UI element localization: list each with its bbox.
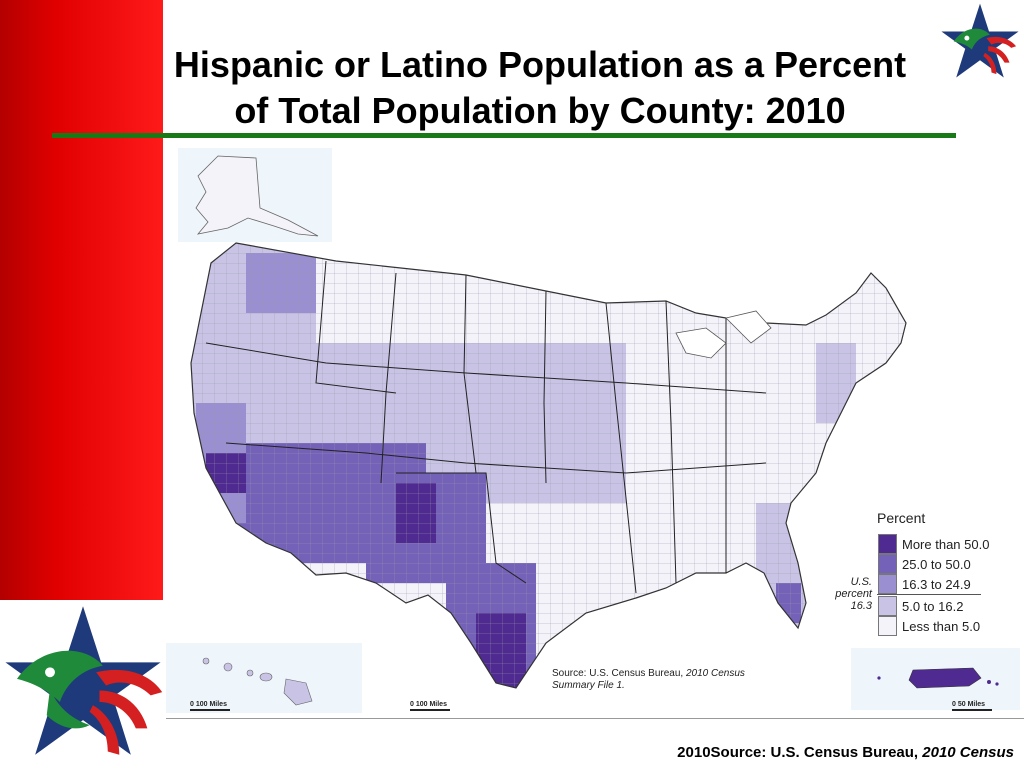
map-source-italic: 2010 Census [685, 668, 745, 679]
legend-label: 5.0 to 16.2 [902, 599, 964, 614]
us-percent-line1: U.S. [850, 576, 872, 588]
scale-pr-label: 0 50 Miles [952, 701, 986, 708]
footer-italic: 2010 Census [922, 744, 1014, 761]
legend-item: 5.0 to 16.2 [877, 596, 1002, 617]
scale-bar-mainland: 0 100 Miles [410, 701, 450, 711]
legend-label: 16.3 to 24.9 [902, 577, 971, 592]
map-source-italic-2: Summary File 1. [552, 680, 625, 691]
legend-swatch [878, 616, 897, 636]
title-underline [52, 133, 956, 138]
state-boundaries [205, 260, 767, 594]
legend-item: 16.3 to 24.9 [877, 574, 1002, 595]
map-source-prefix: Source: U.S. Census Bureau, [552, 668, 686, 679]
map-source-note: Source: U.S. Census Bureau, 2010 Census … [552, 668, 812, 692]
legend-swatch [878, 574, 897, 594]
alaska-inset [178, 148, 332, 242]
legend-label: Less than 5.0 [902, 619, 981, 634]
legend-label: More than 50.0 [902, 537, 990, 552]
scale-hawaii-label: 0 100 Miles [190, 701, 227, 708]
county-map [166, 143, 1024, 723]
slide-footer: 2010Source: U.S. Census Bureau, 2010 Cen… [677, 744, 1014, 761]
hawaii-inset [166, 643, 362, 713]
scale-bar-hawaii: 0 100 Miles [190, 701, 230, 711]
legend-title: Percent [877, 510, 926, 526]
legend-item: Less than 5.0 [877, 616, 1002, 637]
star-emblem-large-icon [5, 606, 163, 755]
scale-bar-pr: 0 50 Miles [952, 701, 992, 711]
mainland-us-map [190, 242, 907, 689]
us-percent-note: U.S. percent 16.3 [818, 576, 872, 612]
title-line-1: Hispanic or Latino Population as a Perce… [173, 44, 907, 85]
us-percent-value: 16.3 [850, 600, 872, 612]
map-legend: Percent More than 50.0 25.0 to 50.0 16.3… [877, 510, 1002, 640]
legend-item: 25.0 to 50.0 [877, 554, 1002, 575]
map-bottom-rule [166, 718, 1024, 719]
legend-item: More than 50.0 [877, 534, 1002, 555]
title-line-2: of Total Population by County: 2010 [234, 90, 846, 131]
red-side-band [0, 0, 163, 600]
slide-title: Hispanic or Latino Population as a Perce… [120, 42, 960, 134]
legend-swatch [878, 596, 897, 616]
legend-us-divider [877, 594, 981, 595]
legend-swatch [878, 534, 897, 554]
legend-swatch [878, 554, 897, 574]
footer-prefix: 2010Source: U.S. Census Bureau, [677, 744, 923, 761]
star-emblem-icon [941, 3, 1019, 78]
us-percent-line2: percent [835, 588, 872, 600]
legend-label: 25.0 to 50.0 [902, 557, 971, 572]
scale-mainland-label: 0 100 Miles [410, 701, 447, 708]
puerto-rico-inset [851, 648, 1020, 710]
